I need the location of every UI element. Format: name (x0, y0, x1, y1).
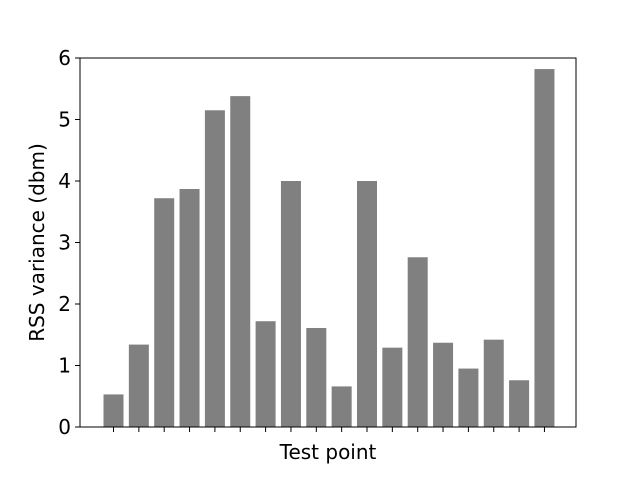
y-tick-label-3: 3 (58, 231, 71, 255)
x-ticks-group (113, 427, 545, 432)
bar-15 (458, 368, 479, 427)
bar-1 (103, 394, 124, 427)
bar-18 (534, 69, 555, 427)
x-axis-label: Test point (279, 440, 377, 464)
bar-17 (509, 380, 530, 427)
y-tick-label-4: 4 (58, 169, 71, 193)
bar-13 (407, 257, 428, 427)
y-tick-label-1: 1 (58, 354, 71, 378)
bar-9 (306, 327, 327, 427)
bar-11 (357, 181, 377, 427)
bar-8 (280, 181, 301, 427)
y-tick-label-5: 5 (58, 108, 71, 132)
bar-2 (128, 344, 149, 427)
bar-6 (230, 96, 251, 427)
bar-7 (255, 321, 276, 427)
y-ticks-group: 0 1 2 3 4 5 6 (58, 46, 80, 439)
bar-3 (154, 198, 175, 427)
bar-14 (433, 342, 454, 427)
bar-10 (331, 386, 352, 427)
bar-5 (204, 110, 225, 428)
bar-12 (382, 347, 403, 427)
y-tick-label-2: 2 (58, 292, 71, 316)
bars-group (103, 69, 555, 428)
y-axis-label: RSS variance (dbm) (25, 143, 49, 342)
plot-frame (79, 57, 577, 428)
y-tick-label-6: 6 (58, 46, 71, 70)
y-tick-label-0: 0 (58, 415, 71, 439)
bar-4 (179, 188, 200, 427)
bar-16 (483, 339, 504, 427)
